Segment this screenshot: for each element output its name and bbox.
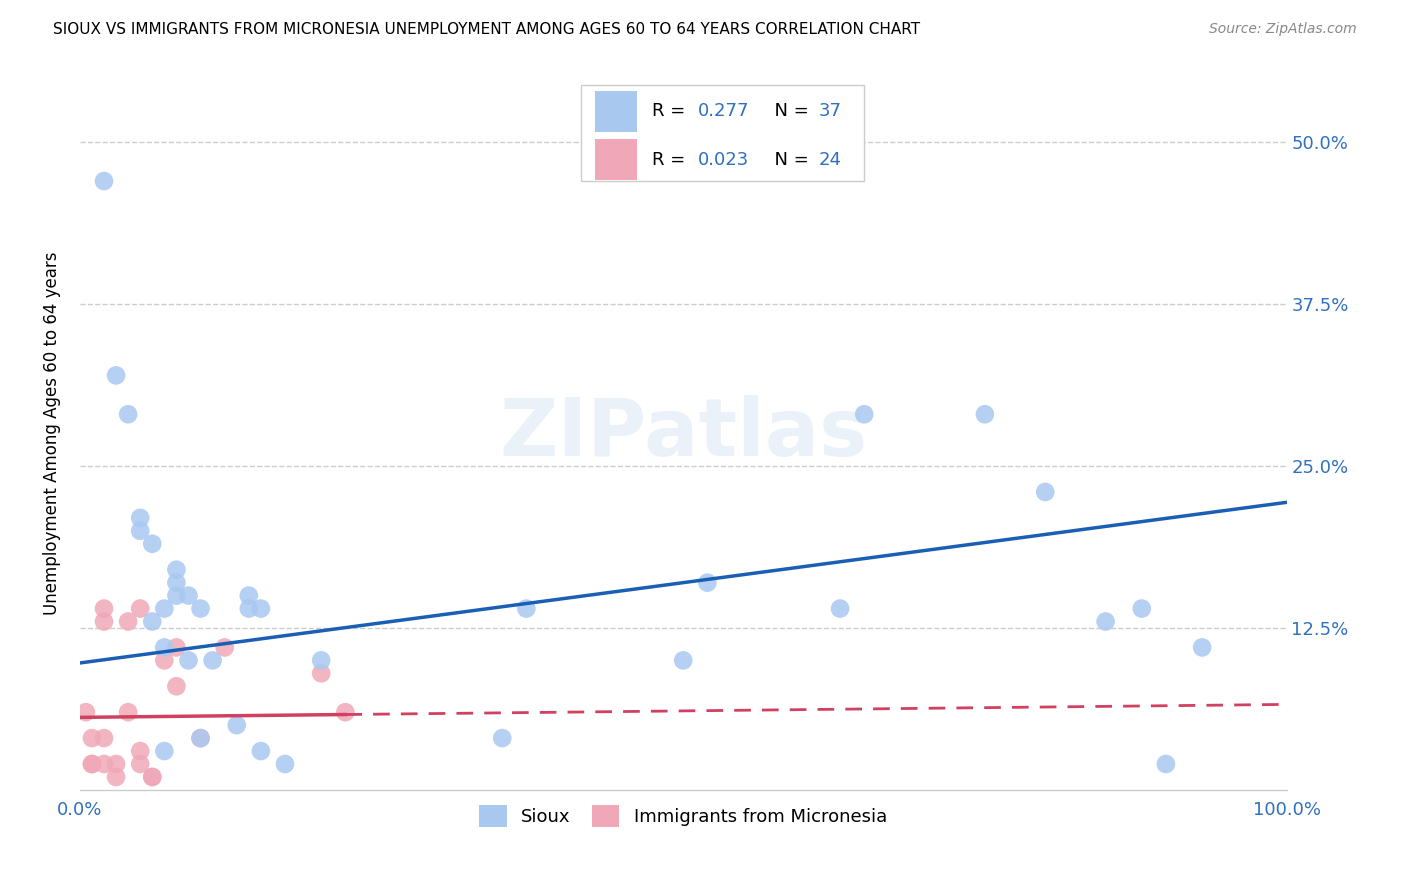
Point <box>93 615 115 629</box>
Bar <box>595 139 637 180</box>
Text: 0.277: 0.277 <box>697 103 749 120</box>
Point <box>129 524 152 538</box>
Point <box>165 679 187 693</box>
Point <box>93 731 115 745</box>
Point <box>274 757 297 772</box>
Point <box>491 731 513 745</box>
Text: 24: 24 <box>818 151 841 169</box>
Text: ZIPatlas: ZIPatlas <box>499 394 868 473</box>
Point <box>129 744 152 758</box>
Point <box>309 653 332 667</box>
Text: N =: N = <box>763 151 814 169</box>
Point <box>974 407 997 421</box>
FancyBboxPatch shape <box>581 85 865 181</box>
Point <box>117 615 139 629</box>
Point <box>165 575 187 590</box>
Point <box>129 511 152 525</box>
Point <box>141 770 163 784</box>
Point <box>515 601 537 615</box>
Point <box>250 744 273 758</box>
Point <box>141 770 163 784</box>
Text: 0.023: 0.023 <box>697 151 749 169</box>
Text: 37: 37 <box>818 103 841 120</box>
Point <box>129 757 152 772</box>
Point <box>853 407 876 421</box>
Point <box>1033 485 1056 500</box>
Point <box>75 705 97 719</box>
Point <box>165 589 187 603</box>
Point <box>177 589 200 603</box>
Point <box>225 718 247 732</box>
Point <box>214 640 236 655</box>
Point <box>153 744 176 758</box>
Point <box>93 601 115 615</box>
Point <box>696 575 718 590</box>
Text: N =: N = <box>763 103 814 120</box>
Point <box>93 757 115 772</box>
Point <box>1191 640 1213 655</box>
Point <box>117 705 139 719</box>
Point <box>117 407 139 421</box>
Point <box>93 174 115 188</box>
Text: SIOUX VS IMMIGRANTS FROM MICRONESIA UNEMPLOYMENT AMONG AGES 60 TO 64 YEARS CORRE: SIOUX VS IMMIGRANTS FROM MICRONESIA UNEM… <box>53 22 921 37</box>
Point <box>309 666 332 681</box>
Point <box>201 653 224 667</box>
Point <box>105 368 128 383</box>
Point <box>190 731 212 745</box>
Point <box>1130 601 1153 615</box>
Point <box>190 601 212 615</box>
Point <box>129 601 152 615</box>
Text: Source: ZipAtlas.com: Source: ZipAtlas.com <box>1209 22 1357 37</box>
Point <box>80 757 103 772</box>
Point <box>238 589 260 603</box>
Point <box>80 731 103 745</box>
Point <box>165 640 187 655</box>
Point <box>672 653 695 667</box>
Point <box>1154 757 1177 772</box>
Point <box>153 601 176 615</box>
Point <box>153 640 176 655</box>
Y-axis label: Unemployment Among Ages 60 to 64 years: Unemployment Among Ages 60 to 64 years <box>44 252 60 615</box>
Legend: Sioux, Immigrants from Micronesia: Sioux, Immigrants from Micronesia <box>472 797 894 834</box>
Text: R =: R = <box>652 151 690 169</box>
Point <box>141 615 163 629</box>
Point <box>141 537 163 551</box>
Bar <box>595 91 637 132</box>
Point <box>80 757 103 772</box>
Point <box>335 705 357 719</box>
Point <box>105 770 128 784</box>
Point <box>105 757 128 772</box>
Point <box>250 601 273 615</box>
Point <box>165 563 187 577</box>
Point <box>190 731 212 745</box>
Point <box>1094 615 1116 629</box>
Point <box>238 601 260 615</box>
Point <box>153 653 176 667</box>
Point <box>177 653 200 667</box>
Point <box>830 601 852 615</box>
Text: R =: R = <box>652 103 690 120</box>
